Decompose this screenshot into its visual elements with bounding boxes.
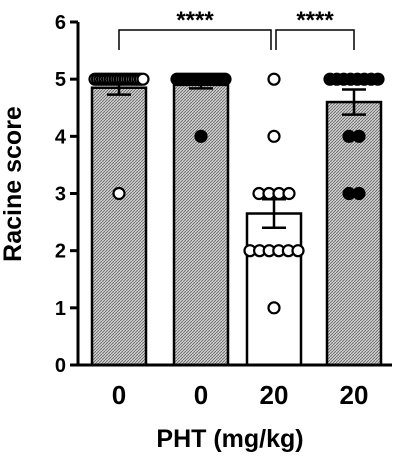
x-category-label: 0 <box>194 380 208 410</box>
data-point <box>112 186 126 201</box>
bracket-line <box>118 29 272 50</box>
data-point <box>194 129 208 143</box>
bar-4 <box>325 100 383 367</box>
error-bar-4 <box>342 88 366 116</box>
bar-3 <box>245 212 303 367</box>
significance-label: **** <box>296 7 334 34</box>
y-tick-label: 3 <box>55 184 66 206</box>
y-tick-label: 2 <box>55 241 66 263</box>
y-axis-title: Racine score <box>0 106 27 262</box>
data-point <box>282 186 296 201</box>
data-point <box>291 244 305 258</box>
bar-2 <box>172 83 230 367</box>
data-point <box>352 129 366 143</box>
data-point <box>267 301 281 315</box>
significance-bracket-1: **** <box>118 7 272 50</box>
y-tick-label: 4 <box>55 126 67 148</box>
bar-1 <box>90 86 148 367</box>
x-category-label: 20 <box>260 380 289 410</box>
data-point <box>371 72 385 86</box>
y-tick-label: 0 <box>55 355 66 377</box>
y-tick-label: 5 <box>55 69 66 91</box>
x-axis-title: PHT (mg/kg) <box>156 425 303 453</box>
x-category-label: 20 <box>340 380 369 410</box>
data-point <box>267 129 281 143</box>
significance-label: **** <box>176 7 214 34</box>
y-tick-label: 6 <box>55 12 66 34</box>
data-point <box>267 72 281 86</box>
data-point <box>352 186 366 201</box>
data-point <box>218 72 232 86</box>
significance-bracket-2: **** <box>275 7 355 50</box>
y-tick-label: 1 <box>55 298 66 320</box>
x-category-label: 0 <box>112 380 126 410</box>
data-point <box>136 72 150 86</box>
bracket-line <box>275 29 355 50</box>
